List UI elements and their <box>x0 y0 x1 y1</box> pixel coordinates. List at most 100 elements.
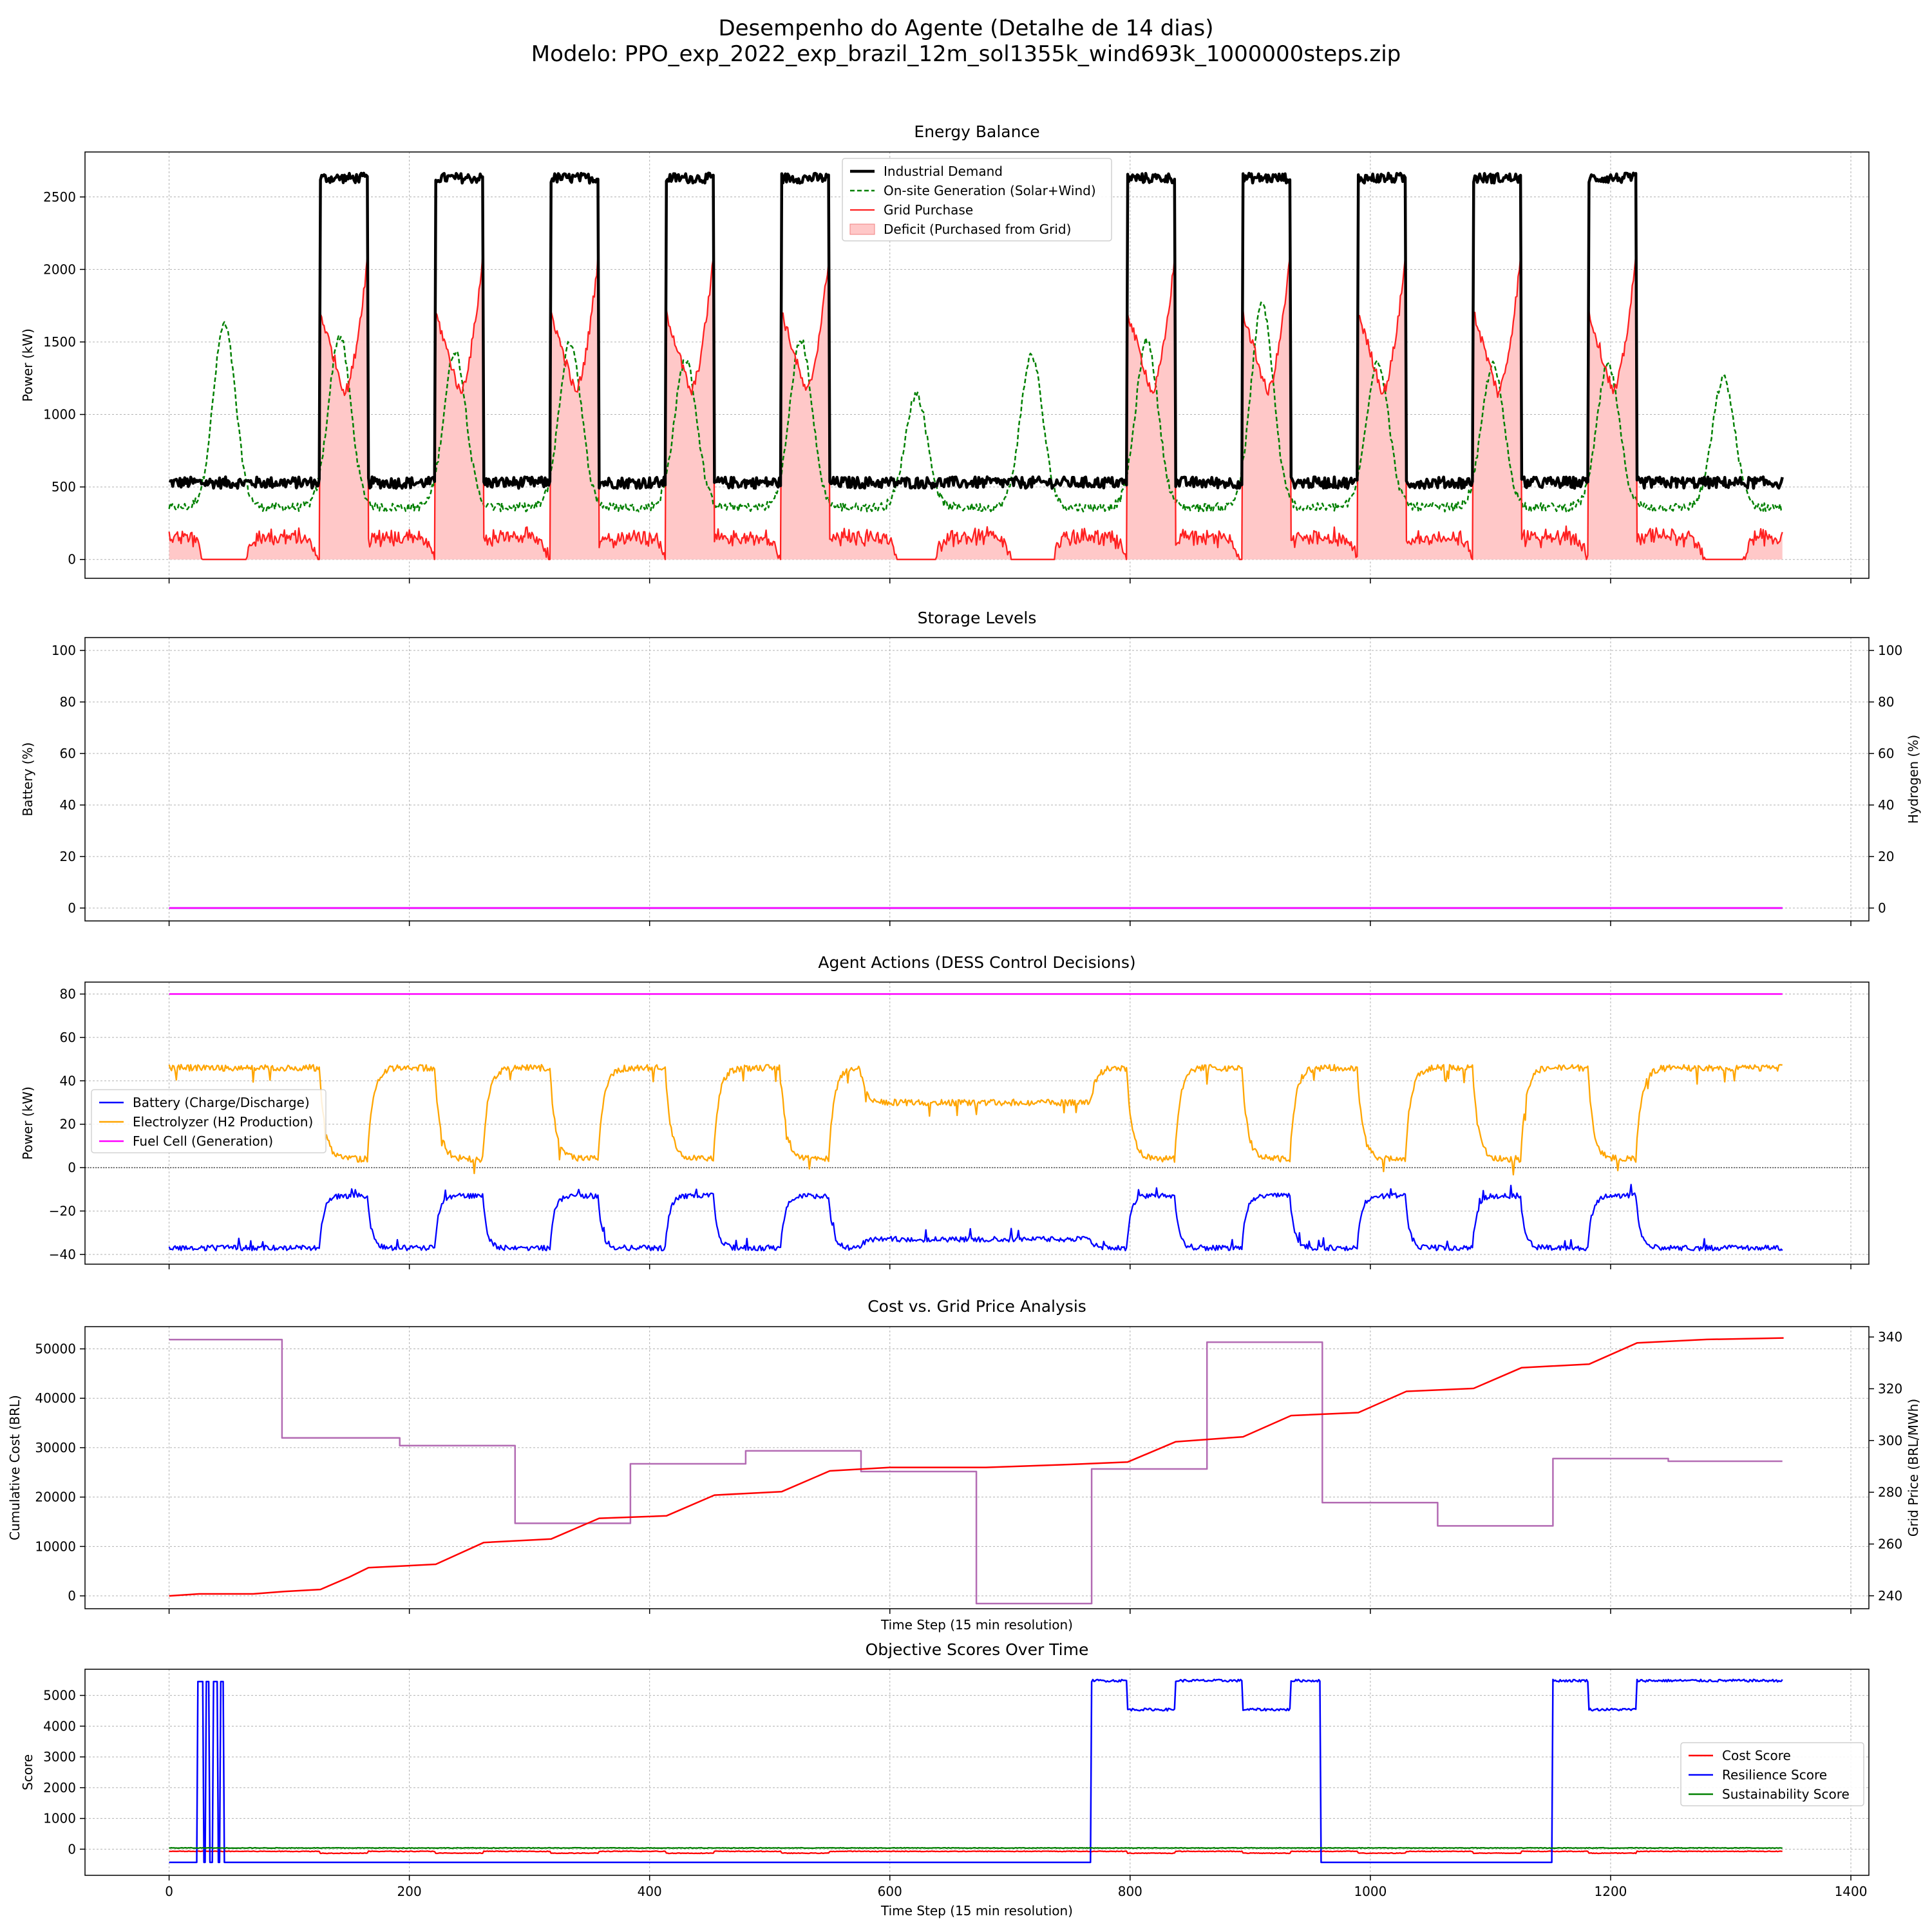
y-tick-label: 20000 <box>35 1490 76 1505</box>
y-tick-label: 1000 <box>43 407 76 422</box>
panel-title: Cost vs. Grid Price Analysis <box>867 1297 1086 1316</box>
legend-label: Industrial Demand <box>884 164 1003 179</box>
plot-frame <box>84 1326 1870 1609</box>
y-tick-label: 50000 <box>35 1341 76 1357</box>
y-right-tick-label: 60 <box>1878 746 1894 761</box>
plot-frame <box>84 151 1870 579</box>
y-right-tick-label: 80 <box>1878 694 1894 710</box>
y-tick-label: 3000 <box>43 1749 76 1765</box>
y-tick-label: −40 <box>49 1247 76 1262</box>
y-right-axis-label: Hydrogen (%) <box>1906 735 1921 824</box>
demand-line <box>169 171 1784 490</box>
objective-scores-panel: 0 200 400 600 800 1000 1200 1400 0 1000 2000 3000 40… <box>20 1640 1870 1918</box>
y-right-tick-label: 240 <box>1878 1588 1902 1604</box>
y-tick-label: 0 <box>68 900 76 916</box>
electrolyzer-action-line <box>168 1063 1783 1176</box>
y-right-tick-label: 260 <box>1878 1537 1902 1552</box>
legend-box <box>91 1089 327 1153</box>
storage-levels-panel: 0 20 40 60 80 100 0 20 40 60 80 100 Storage Levels Ba… <box>20 609 1921 926</box>
plot-frame <box>84 637 1870 922</box>
y-right-tick-label: 20 <box>1878 849 1894 864</box>
panel-title: Agent Actions (DESS Control Decisions) <box>818 953 1135 972</box>
cumulative-cost-line <box>169 1337 1784 1597</box>
x-axis-label: Time Step (15 min resolution) <box>880 1617 1073 1633</box>
x-tick-label: 600 <box>878 1884 902 1899</box>
legend-label: Deficit (Purchased from Grid) <box>884 222 1071 237</box>
y-tick-label: 60 <box>60 1030 76 1045</box>
x-tick-label: 1200 <box>1595 1884 1627 1899</box>
y-tick-label: 40 <box>60 1073 76 1088</box>
x-axis-label: Time Step (15 min resolution) <box>880 1903 1073 1918</box>
panel-title: Energy Balance <box>914 122 1039 141</box>
y-right-tick-label: 340 <box>1878 1329 1902 1345</box>
y-right-tick-label: 0 <box>1878 900 1886 916</box>
deficit-area <box>169 255 1783 560</box>
legend-label: Resilience Score <box>1722 1767 1827 1783</box>
cost-price-panel: 0 10000 20000 30000 40000 50000 240 260 280 300 32… <box>7 1297 1921 1633</box>
y-right-tick-label: 300 <box>1878 1433 1902 1448</box>
grid-purchase-line <box>168 254 1783 560</box>
y-axis-label: Power (kW) <box>20 1086 35 1160</box>
y-axis-label: Score <box>20 1754 35 1790</box>
y-right-tick-label: 40 <box>1878 797 1894 813</box>
y-tick-label: 80 <box>60 987 76 1002</box>
legend-box <box>842 158 1112 242</box>
y-right-tick-label: 280 <box>1878 1484 1902 1500</box>
x-tick-label: 1000 <box>1354 1884 1387 1899</box>
legend-label: Electrolyzer (H2 Production) <box>133 1114 313 1130</box>
y-tick-label: 5000 <box>43 1688 76 1703</box>
x-tick-label: 1400 <box>1835 1884 1868 1899</box>
energy-balance-panel: 0 500 1000 1500 2000 2500 Energy Balance Power … <box>20 122 1870 583</box>
battery-action-line <box>168 1184 1783 1252</box>
y-tick-label: 4000 <box>43 1718 76 1734</box>
generation-line <box>168 301 1783 513</box>
y-tick-label: 2000 <box>43 1780 76 1795</box>
legend-label: Battery (Charge/Discharge) <box>133 1095 310 1110</box>
x-tick-label: 0 <box>165 1884 173 1899</box>
y-tick-label: 1500 <box>43 334 76 350</box>
x-tick-label: 400 <box>638 1884 662 1899</box>
y-tick-label: 20 <box>60 849 76 864</box>
y-axis-label: Cumulative Cost (BRL) <box>7 1395 23 1540</box>
y-right-tick-label: 100 <box>1878 643 1902 658</box>
legend-label: On-site Generation (Solar+Wind) <box>884 183 1096 198</box>
y-tick-label: 1000 <box>43 1811 76 1826</box>
y-tick-label: 0 <box>68 1588 76 1604</box>
cost-score-line <box>169 1850 1783 1855</box>
y-tick-label: 0 <box>68 1160 76 1175</box>
legend-swatch <box>849 223 875 235</box>
figure-title-line1: Desempenho do Agente (Detalhe de 14 dias… <box>718 15 1213 41</box>
y-tick-label: 0 <box>68 552 76 567</box>
y-tick-label: 40 <box>60 797 76 813</box>
y-right-tick-label: 320 <box>1878 1381 1902 1396</box>
x-tick-label: 200 <box>397 1884 422 1899</box>
y-tick-label: 0 <box>68 1841 76 1857</box>
y-tick-label: 40000 <box>35 1390 76 1406</box>
legend-box <box>1680 1742 1864 1806</box>
y-tick-label: 30000 <box>35 1440 76 1455</box>
y-tick-label: 2500 <box>43 189 76 205</box>
resilience-score-line <box>169 1678 1783 1864</box>
figure-title-line2: Modelo: PPO_exp_2022_exp_brazil_12m_sol1… <box>531 41 1401 67</box>
y-axis-label: Power (kW) <box>20 328 35 402</box>
legend-label: Fuel Cell (Generation) <box>133 1133 273 1149</box>
y-tick-label: 60 <box>60 746 76 761</box>
y-tick-label: −20 <box>49 1203 76 1218</box>
legend-label: Sustainability Score <box>1722 1786 1850 1802</box>
plot-frame <box>84 1669 1870 1876</box>
y-tick-label: 100 <box>52 643 76 658</box>
y-right-axis-label: Grid Price (BRL/MWh) <box>1906 1399 1921 1537</box>
x-tick-label: 800 <box>1118 1884 1142 1899</box>
plot-frame <box>84 981 1870 1265</box>
legend-label: Cost Score <box>1722 1748 1791 1763</box>
y-tick-label: 10000 <box>35 1539 76 1554</box>
grid-price-line <box>169 1338 1783 1605</box>
panel-title: Storage Levels <box>918 609 1037 627</box>
y-tick-label: 2000 <box>43 261 76 277</box>
agent-actions-panel: −40 −20 0 20 40 60 80 Agent Actions (DESS Contr… <box>20 953 1870 1269</box>
y-tick-label: 20 <box>60 1117 76 1132</box>
y-tick-label: 80 <box>60 694 76 710</box>
legend-label: Grid Purchase <box>884 202 973 218</box>
y-axis-label: Battery (%) <box>20 743 35 817</box>
